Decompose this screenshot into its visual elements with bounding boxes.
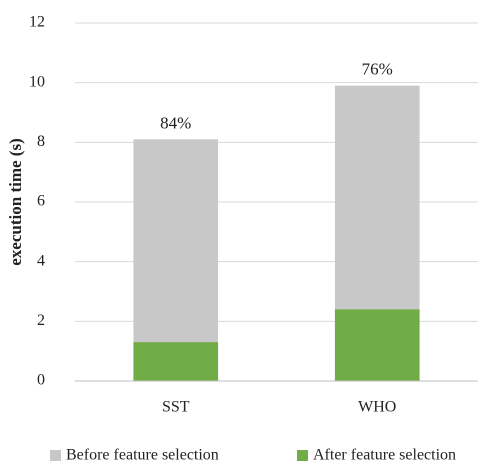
- y-axis-label: execution time (s): [6, 138, 25, 265]
- annotation: 84%: [160, 113, 191, 132]
- legend-swatch: [50, 450, 61, 461]
- y-tick-label: 10: [29, 73, 45, 90]
- legend-label: After feature selection: [313, 447, 456, 464]
- y-tick-label: 8: [37, 133, 45, 150]
- y-tick-label: 4: [37, 252, 45, 269]
- y-tick-label: 6: [37, 193, 45, 210]
- legend-swatch: [297, 450, 308, 461]
- x-tick-label: SST: [162, 399, 190, 416]
- x-tick-label: WHO: [358, 399, 396, 416]
- legend-label: Before feature selection: [66, 447, 219, 464]
- annotation: 76%: [362, 60, 393, 79]
- y-tick-label: 0: [37, 372, 45, 389]
- bar: [133, 342, 219, 381]
- bar: [334, 309, 420, 381]
- y-tick-label: 2: [37, 312, 45, 329]
- y-tick-label: 12: [29, 14, 45, 31]
- bar: [133, 139, 219, 381]
